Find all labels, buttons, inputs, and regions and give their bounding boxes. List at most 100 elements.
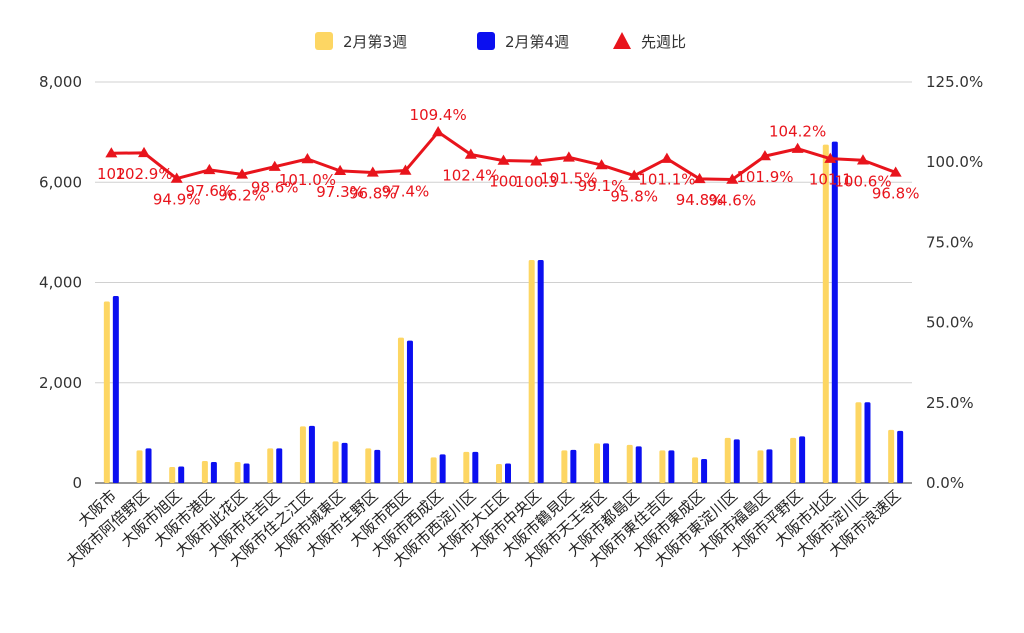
bar-week4 xyxy=(537,259,544,483)
bar-week3 xyxy=(397,337,404,483)
bar-week3 xyxy=(626,444,633,483)
bar-week4 xyxy=(210,461,217,483)
right-tick-label: 50.0% xyxy=(926,314,974,332)
ratio-marker xyxy=(399,164,412,175)
right-tick-label: 25.0% xyxy=(926,394,974,412)
bar-week3 xyxy=(234,461,241,483)
ratio-marker xyxy=(824,152,837,163)
legend-label: 2月第4週 xyxy=(505,33,569,51)
bar-week3 xyxy=(822,144,829,483)
ratio-data-label: 102.9% xyxy=(115,165,172,183)
left-tick-label: 2,000 xyxy=(39,374,82,392)
bar-week3 xyxy=(528,259,535,483)
bar-week3 xyxy=(136,450,143,483)
ratio-data-label: 95.8% xyxy=(610,188,658,206)
ratio-marker xyxy=(432,126,445,137)
bar-week4 xyxy=(799,436,806,483)
left-tick-label: 4,000 xyxy=(39,274,82,292)
bar-week4 xyxy=(243,463,250,483)
bar-week3 xyxy=(103,301,110,483)
left-tick-label: 0 xyxy=(72,474,82,492)
bar-week4 xyxy=(472,451,479,483)
bar-week4 xyxy=(766,449,773,483)
ratio-data-label: 101.1 xyxy=(809,171,852,189)
right-tick-label: 0.0% xyxy=(926,474,964,492)
ratio-data-label: 99.1% xyxy=(578,177,626,195)
ratio-data-label: 97.3% xyxy=(316,183,364,201)
ratio-marker xyxy=(791,142,804,153)
bar-week4 xyxy=(406,340,413,483)
right-tick-label: 100.0% xyxy=(926,153,983,171)
left-y-axis: 0 2,000 4,000 6,000 8,000 xyxy=(39,73,82,492)
ratio-marker xyxy=(595,159,608,170)
ratio-data-label: 94.6% xyxy=(708,192,756,210)
ratio-marker xyxy=(889,166,902,177)
ratio-data-label: 100.3 xyxy=(515,173,558,191)
bar-week4 xyxy=(439,454,446,483)
bar-week3 xyxy=(724,437,731,483)
legend-swatch xyxy=(315,32,333,50)
bar-week4 xyxy=(668,450,675,483)
ratio-marker xyxy=(530,155,543,166)
bar-week4 xyxy=(505,463,511,483)
bar-week3 xyxy=(888,429,895,483)
ratio-data-label: 98.6% xyxy=(251,179,299,197)
legend-label: 先週比 xyxy=(641,33,686,51)
left-tick-label: 6,000 xyxy=(39,173,82,191)
legend: 2月第3週 2月第4週 先週比 xyxy=(315,32,686,51)
ratio-marker xyxy=(693,172,706,184)
bar-week4 xyxy=(276,448,283,483)
ratio-marker xyxy=(236,168,249,179)
bar-week4 xyxy=(733,439,740,483)
ratio-marker xyxy=(758,150,771,161)
ratio-marker xyxy=(138,146,151,158)
bar-week3 xyxy=(267,448,274,483)
bar-week4 xyxy=(570,449,577,483)
ratio-data-label: 97.6% xyxy=(186,182,234,200)
bar-week3 xyxy=(365,448,372,483)
ratio-marker xyxy=(562,151,575,162)
ratio-line-series xyxy=(105,126,902,184)
gridlines xyxy=(95,81,912,484)
bar-week4 xyxy=(374,449,381,483)
ratio-data-label: 102 xyxy=(97,165,126,183)
ratio-marker xyxy=(203,163,216,175)
bar-week3 xyxy=(430,457,437,483)
ratio-marker xyxy=(105,147,118,158)
ratio-data-label: 109.4% xyxy=(410,106,467,124)
ratio-data-label: 96.8% xyxy=(872,184,920,202)
bar-week4 xyxy=(341,442,348,483)
bar-week4 xyxy=(864,402,871,483)
bar-week3 xyxy=(561,450,568,483)
bar-week4 xyxy=(701,458,708,483)
ratio-data-label: 101.1% xyxy=(638,171,695,189)
bar-series xyxy=(103,141,904,483)
ratio-data-label: 100.6% xyxy=(834,172,891,190)
ratio-data-label: 102.4% xyxy=(442,167,499,185)
bar-week4 xyxy=(178,466,185,483)
ratio-marker xyxy=(628,169,641,180)
ratio-data-label: 94.9% xyxy=(153,191,201,209)
x-axis-categories: 大阪市大阪市阿倍野区大阪市旭区大阪市港区大阪市此花区大阪市住吉区大阪市住之江区大… xyxy=(63,487,905,571)
bar-week4 xyxy=(112,296,119,483)
bar-week3 xyxy=(463,451,470,483)
right-tick-label: 125.0% xyxy=(926,73,983,91)
ratio-marker xyxy=(497,154,510,165)
bar-week3 xyxy=(594,443,601,483)
ratio-marker xyxy=(170,172,183,183)
ratio-data-label: 104.2% xyxy=(769,123,826,141)
ratio-marker xyxy=(366,166,379,177)
ratio-data-label: 97.4% xyxy=(382,183,430,201)
ratio-data-label: 96.8% xyxy=(349,184,397,202)
ratio-data-label: 101.0% xyxy=(279,171,336,189)
bar-week3 xyxy=(692,457,699,483)
ratio-marker xyxy=(660,152,673,163)
ratio-data-label: 100 xyxy=(489,173,518,191)
bar-week3 xyxy=(201,460,208,483)
legend-label: 2月第3週 xyxy=(343,33,407,51)
right-y-axis: 0.0% 25.0% 50.0% 75.0% 100.0% 125.0% xyxy=(926,73,983,492)
bar-week3 xyxy=(790,437,797,483)
legend-swatch xyxy=(477,32,495,50)
